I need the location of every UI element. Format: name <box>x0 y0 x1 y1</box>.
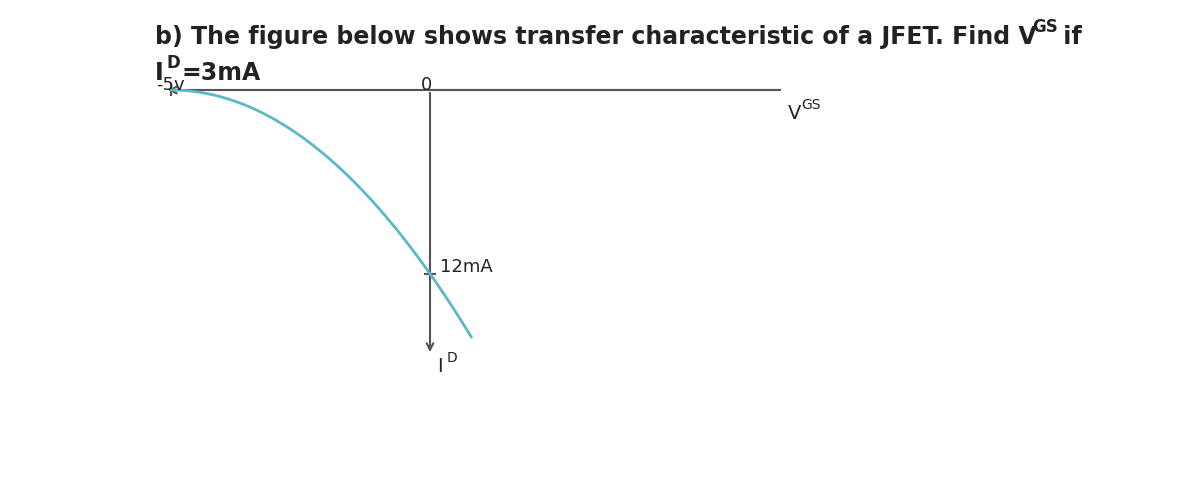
Text: I: I <box>155 61 163 85</box>
Text: D: D <box>446 351 457 365</box>
Text: 12mA: 12mA <box>440 258 493 276</box>
Text: 0: 0 <box>420 76 432 94</box>
Text: GS: GS <box>802 98 821 112</box>
Text: =3mA: =3mA <box>181 61 260 85</box>
Text: V: V <box>788 104 802 123</box>
Text: b) The figure below shows transfer characteristic of a JFET. Find V: b) The figure below shows transfer chara… <box>155 25 1037 49</box>
Text: D: D <box>167 54 181 72</box>
Text: if: if <box>1055 25 1081 49</box>
Text: GS: GS <box>1032 18 1057 36</box>
Text: I: I <box>437 357 443 376</box>
Text: -5v: -5v <box>156 76 185 94</box>
